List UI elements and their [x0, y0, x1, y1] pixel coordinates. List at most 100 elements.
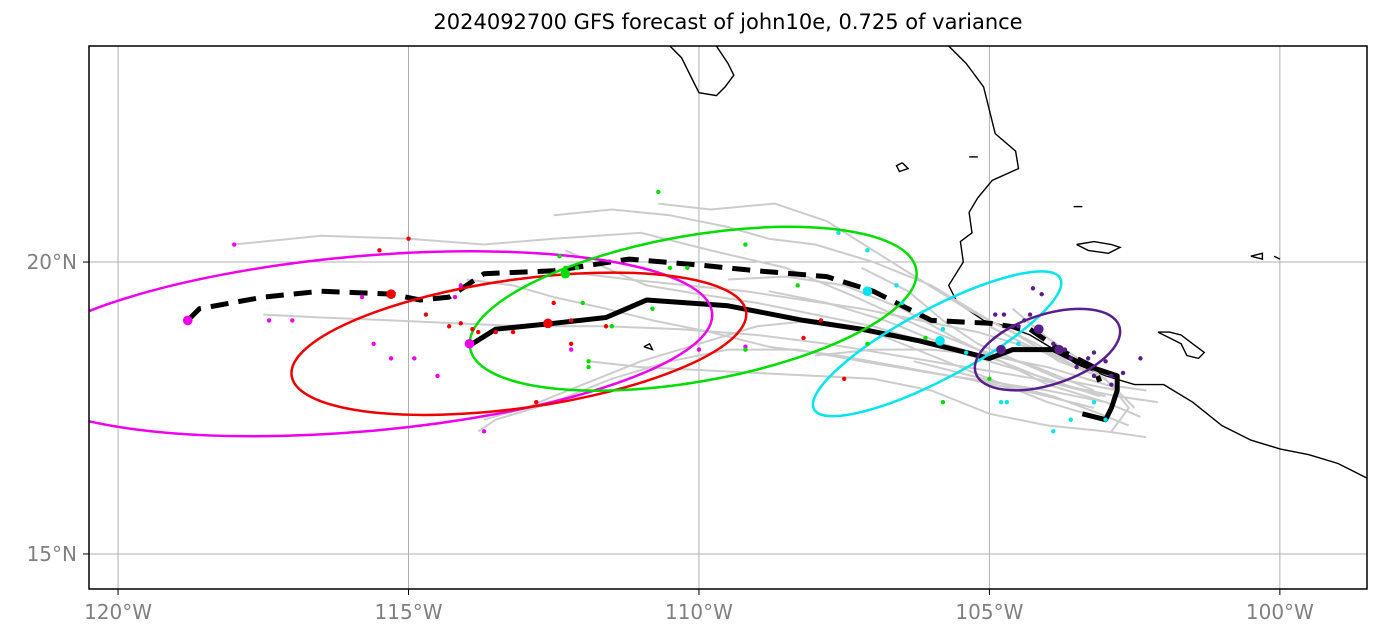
island-outline [1076, 240, 1122, 255]
member-point-green [580, 300, 585, 306]
member-point-magenta [290, 318, 295, 323]
member-point-purple [993, 312, 998, 317]
member-point-purple [1062, 347, 1068, 352]
ensemble-track [727, 275, 1141, 418]
ensemble-tracks [234, 202, 1159, 439]
mean-track-dashed [186, 256, 1103, 383]
member-point-purple [1120, 370, 1126, 376]
member-point-red [446, 324, 452, 329]
ensemble-track [466, 278, 1095, 409]
member-point-magenta [266, 318, 272, 323]
member-point-cyan [1016, 341, 1021, 346]
member-point-cyan [1004, 399, 1010, 405]
x-tick-label: 105°W [955, 600, 1023, 624]
x-tick-label: 100°W [1246, 600, 1314, 624]
member-point-cyan [1068, 417, 1073, 422]
member-points [182, 189, 1143, 434]
member-point-cyan [998, 399, 1004, 405]
ensemble-track [814, 348, 1147, 392]
island-outline [1157, 331, 1206, 360]
member-point-purple [1091, 373, 1097, 379]
coastline [643, 46, 1367, 479]
member-point-green [743, 242, 748, 247]
member-point-green [656, 189, 661, 195]
member-point-red [493, 329, 498, 335]
member-point-green [940, 399, 946, 405]
cluster-center-red [386, 289, 396, 299]
member-point-red [510, 329, 516, 335]
member-point-purple [1016, 324, 1021, 329]
member-point-cyan [1103, 417, 1108, 422]
member-point-red [423, 312, 429, 317]
cluster-center-cyan [862, 286, 873, 297]
member-point-red [603, 324, 609, 329]
member-point-purple [1030, 286, 1036, 291]
mean-tracks [186, 256, 1120, 423]
ellipse-magenta [89, 250, 714, 438]
member-point-purple [1109, 382, 1114, 387]
member-point-magenta [458, 283, 463, 288]
member-point-magenta [412, 356, 417, 361]
member-point-green [574, 265, 580, 271]
coastline-segment [947, 46, 1367, 479]
member-point-magenta [388, 356, 394, 361]
cluster-center-magenta [182, 315, 193, 326]
ensemble-track [483, 319, 1106, 421]
cluster-center-purple [996, 344, 1006, 355]
member-point-green [586, 359, 591, 364]
ensemble-track [861, 267, 1118, 392]
member-point-purple [1001, 312, 1007, 317]
member-point-red [406, 236, 411, 241]
member-point-cyan [836, 230, 841, 236]
member-point-magenta [232, 242, 237, 247]
cluster-center-magenta [464, 338, 475, 349]
island-outline [895, 162, 910, 173]
island-outline [1273, 255, 1281, 260]
ellipse-cyan [811, 270, 1063, 418]
plot-frame [88, 45, 1368, 590]
member-point-cyan [865, 248, 870, 253]
x-tick-label: 120°W [84, 600, 152, 624]
member-point-magenta [359, 294, 365, 300]
member-point-red [801, 335, 806, 341]
ensemble-track [658, 202, 1106, 380]
chart-title: 2024092700 GFS forecast of john10e, 0.72… [433, 10, 1023, 34]
ellipse-red [290, 271, 748, 417]
member-point-purple [1103, 359, 1108, 364]
member-point-purple [1039, 291, 1044, 297]
cluster-center-green [560, 268, 571, 279]
member-point-green [650, 306, 655, 311]
member-point-cyan [1051, 429, 1056, 434]
member-point-red [458, 321, 463, 326]
member-point-green [557, 253, 562, 259]
member-point-green [609, 324, 615, 329]
cluster-center-purple [1033, 324, 1044, 334]
y-tick-label: 15°N [27, 542, 77, 566]
member-point-magenta [371, 341, 376, 346]
member-point-red [476, 329, 481, 335]
member-point-purple [1027, 312, 1033, 317]
x-tick-label: 115°W [375, 600, 443, 624]
member-point-red [568, 318, 574, 323]
axis-ticks: 120°W 115°W 110°W 105°W 100°W 15°N 20°N [27, 250, 1314, 624]
island-outline [1250, 252, 1264, 260]
member-point-red [534, 399, 539, 405]
member-point-magenta [481, 429, 487, 434]
member-point-red [470, 326, 475, 332]
member-point-cyan [940, 326, 946, 332]
member-point-green [923, 335, 928, 341]
member-point-red [818, 318, 824, 323]
member-point-cyan [1091, 399, 1097, 405]
coastline-segment [669, 46, 735, 97]
member-point-green [667, 265, 673, 271]
member-point-green [563, 265, 568, 271]
member-point-red [377, 248, 382, 253]
member-point-purple [1074, 364, 1079, 370]
member-point-green [586, 364, 591, 370]
member-point-green [685, 265, 690, 271]
member-point-cyan [894, 283, 899, 288]
member-point-purple [1068, 356, 1073, 361]
mean-track-solid [471, 297, 1120, 423]
member-point-green [865, 341, 870, 346]
